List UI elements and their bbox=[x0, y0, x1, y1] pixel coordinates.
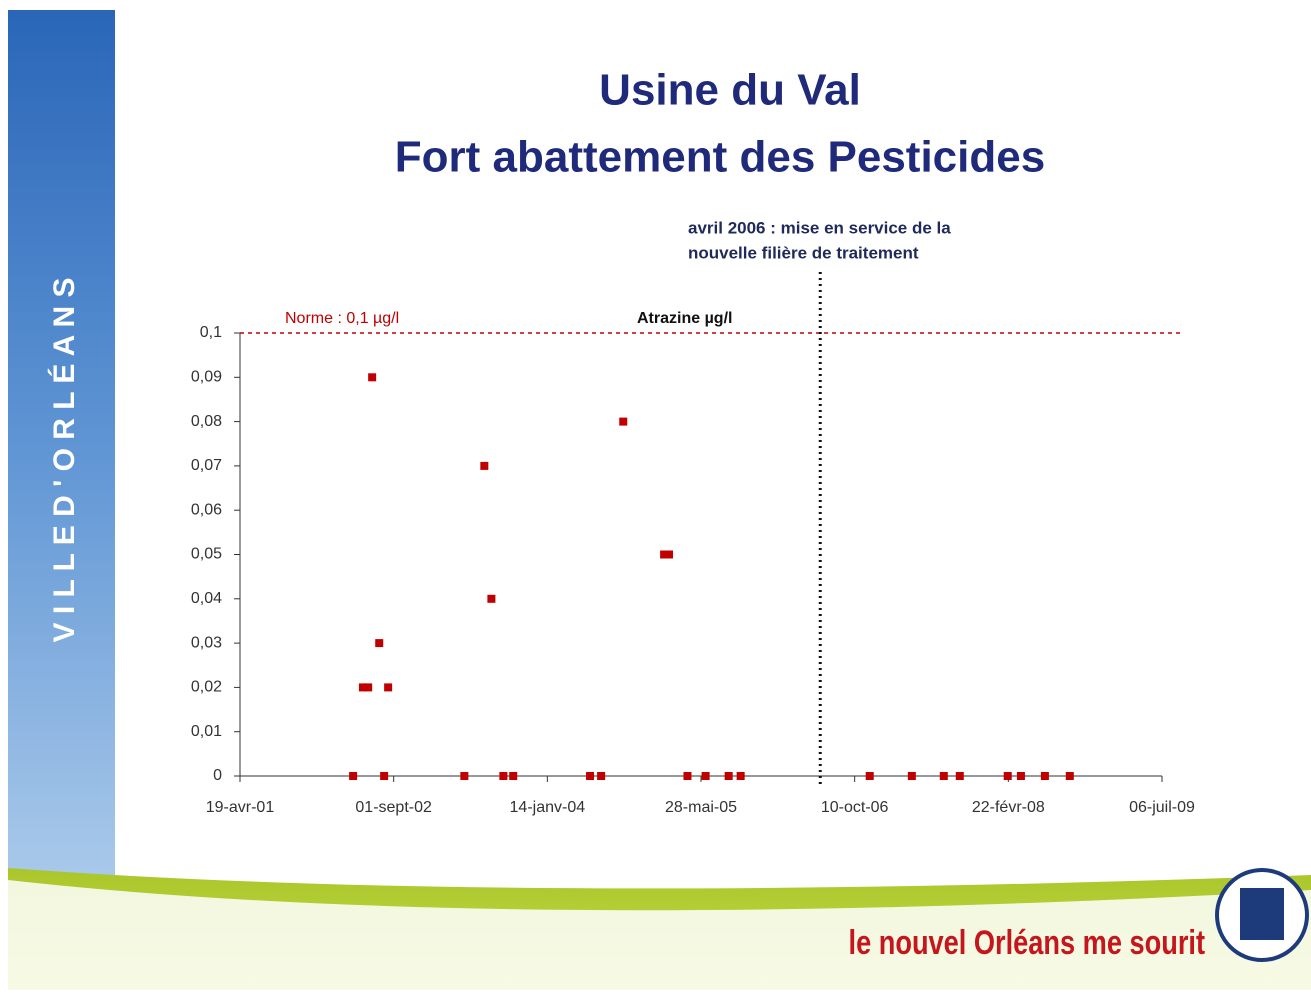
footer-white bbox=[8, 880, 1311, 990]
y-tick-label: 0,1 bbox=[200, 324, 222, 341]
event-label: avril 2006 : mise en service de la bbox=[688, 218, 951, 237]
point bbox=[480, 461, 489, 470]
sidebar bbox=[8, 10, 115, 880]
sidebar-text: V I L L E D ' O R L É A N S bbox=[47, 278, 81, 643]
point bbox=[1040, 772, 1049, 780]
point bbox=[907, 772, 916, 780]
title-line: Fort abattement des Pesticides bbox=[395, 133, 1045, 182]
y-tick-label: 0,04 bbox=[191, 590, 222, 607]
point bbox=[1065, 772, 1074, 780]
y-tick-label: 0,05 bbox=[191, 546, 222, 563]
point bbox=[665, 550, 674, 559]
x-tick-label: 22-févr-08 bbox=[972, 799, 1045, 816]
point bbox=[586, 772, 595, 780]
point bbox=[865, 772, 874, 780]
point bbox=[349, 772, 358, 780]
point bbox=[724, 772, 733, 780]
point bbox=[364, 683, 373, 692]
series-label: Atrazine µg/l bbox=[637, 310, 732, 327]
point bbox=[1003, 772, 1012, 780]
point bbox=[384, 683, 393, 692]
y-tick-label: 0,07 bbox=[191, 457, 222, 474]
y-tick-label: 0,09 bbox=[191, 369, 222, 386]
point bbox=[487, 594, 496, 603]
point bbox=[683, 772, 692, 780]
point bbox=[1016, 772, 1025, 780]
point bbox=[509, 772, 518, 780]
x-tick-label: 06-juil-09 bbox=[1129, 799, 1195, 816]
point bbox=[736, 772, 745, 780]
point bbox=[499, 772, 508, 780]
y-tick-label: 0,08 bbox=[191, 413, 222, 430]
point bbox=[380, 772, 389, 780]
point bbox=[619, 417, 628, 426]
y-tick-label: 0,01 bbox=[191, 723, 222, 740]
point bbox=[375, 639, 384, 648]
title-line: Usine du Val bbox=[599, 66, 861, 115]
point bbox=[701, 772, 710, 780]
point bbox=[597, 772, 606, 780]
point bbox=[939, 772, 948, 780]
y-tick-label: 0 bbox=[213, 767, 222, 784]
point bbox=[660, 550, 669, 559]
event-label: nouvelle filière de traitement bbox=[688, 243, 919, 262]
logo-shield bbox=[1240, 888, 1284, 940]
y-tick-label: 0,02 bbox=[191, 679, 222, 696]
norm-label: Norme : 0,1 µg/l bbox=[285, 310, 399, 327]
point bbox=[368, 373, 377, 382]
x-tick-label: 01-sept-02 bbox=[355, 799, 432, 816]
x-tick-label: 14-janv-04 bbox=[510, 799, 586, 816]
y-tick-label: 0,06 bbox=[191, 501, 222, 518]
x-tick-label: 10-oct-06 bbox=[821, 799, 889, 816]
point bbox=[358, 683, 367, 692]
x-tick-label: 28-mai-05 bbox=[665, 799, 737, 816]
y-tick-label: 0,03 bbox=[191, 634, 222, 651]
footer-slogan: le nouvel Orléans me sourit bbox=[849, 923, 1205, 962]
x-tick-label: 19-avr-01 bbox=[206, 799, 275, 816]
point bbox=[955, 772, 964, 780]
point bbox=[460, 772, 469, 780]
